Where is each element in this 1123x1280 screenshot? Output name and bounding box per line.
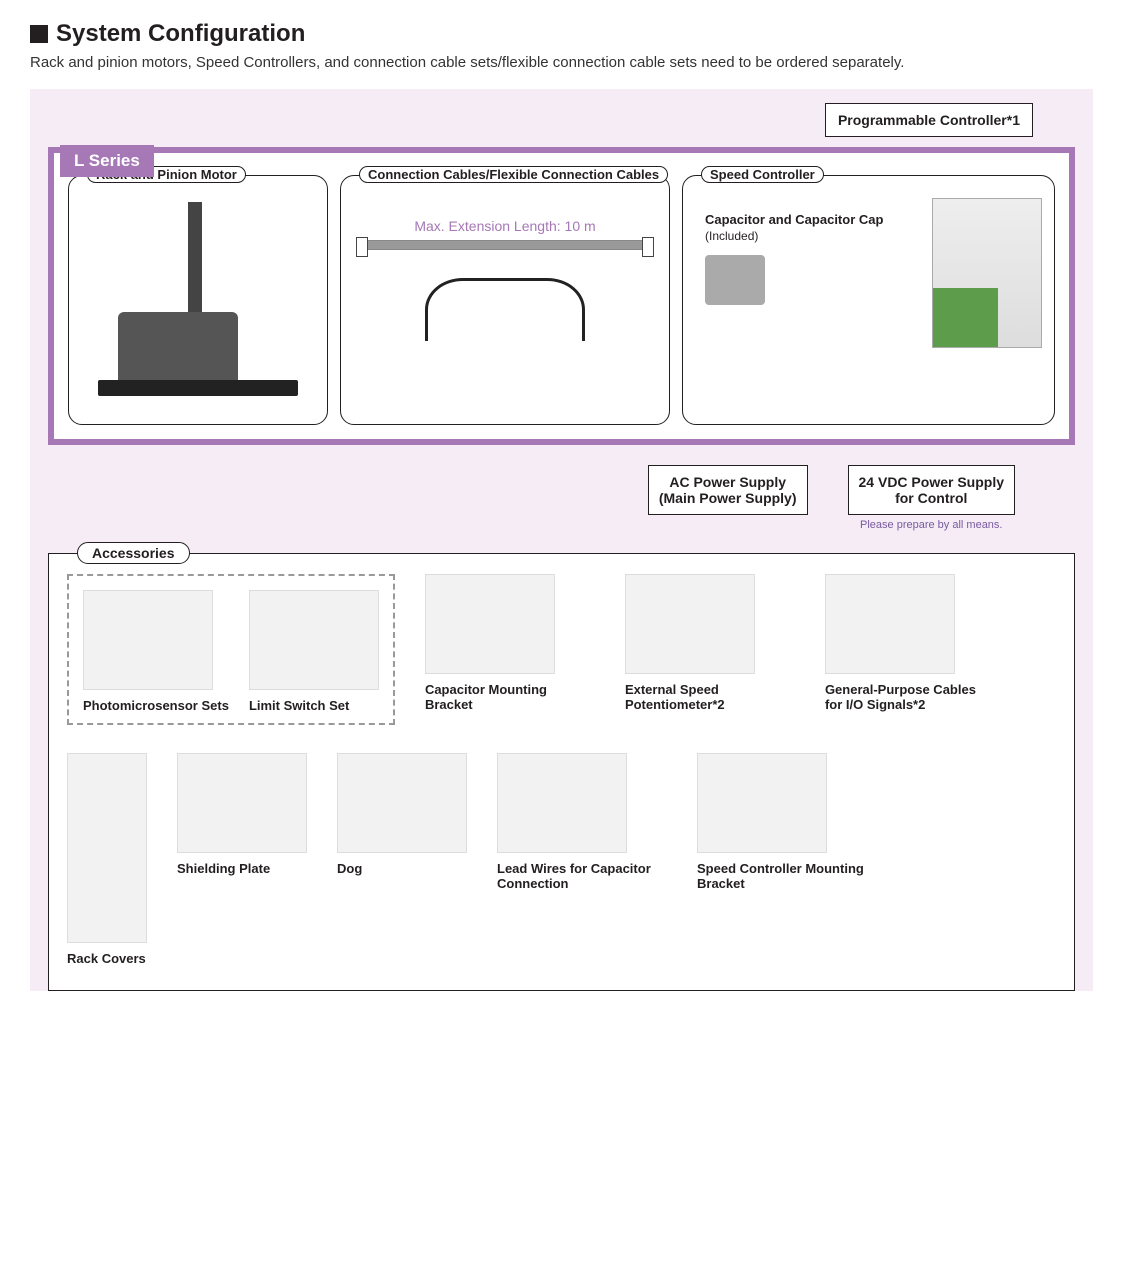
accessory-caption: Rack Covers xyxy=(67,951,146,966)
config-diagram: Programmable Controller*1 L Series Rack … xyxy=(30,89,1093,991)
dc-power-note: Please prepare by all means. xyxy=(848,519,1015,531)
dc-power-group: 24 VDC Power Supply for Control Please p… xyxy=(848,465,1015,531)
accessory-caption: Limit Switch Set xyxy=(249,698,349,713)
ac-line2: (Main Power Supply) xyxy=(659,490,797,506)
accessory-caption: Speed Controller Mounting Bracket xyxy=(697,861,867,891)
accessory-image xyxy=(83,590,213,690)
accessory-image xyxy=(625,574,755,674)
accessory-caption: General-Purpose Cables for I/O Signals*2 xyxy=(825,682,995,712)
accessory-item: Speed Controller Mounting Bracket xyxy=(697,753,867,891)
accessory-caption: External Speed Potentiometer*2 xyxy=(625,682,795,712)
accessory-image xyxy=(697,753,827,853)
dc-line2: for Control xyxy=(859,490,1004,506)
speed-controller-module: Speed Controller Capacitor and Capacitor… xyxy=(682,175,1055,425)
ac-line1: AC Power Supply xyxy=(659,474,797,490)
extension-length-text: Max. Extension Length: 10 m xyxy=(353,218,657,234)
accessory-item: General-Purpose Cables for I/O Signals*2 xyxy=(825,574,995,712)
page-title: System Configuration xyxy=(56,20,305,48)
rack-pinion-motor-module: Rack and Pinion Motor xyxy=(68,175,328,425)
subtitle: Rack and pinion motors, Speed Controller… xyxy=(30,54,1093,71)
dashed-group: Photomicrosensor Sets Limit Switch Set xyxy=(67,574,395,725)
module-label: Connection Cables/Flexible Connection Ca… xyxy=(359,166,668,183)
cable-illustration xyxy=(415,268,595,348)
accessory-caption: Photomicrosensor Sets xyxy=(83,698,229,713)
accessory-caption: Shielding Plate xyxy=(177,861,270,876)
accessories-row-1: Photomicrosensor Sets Limit Switch Set Ca… xyxy=(67,574,1056,725)
title-row: System Configuration xyxy=(30,20,1093,48)
series-badge: L Series xyxy=(60,145,154,177)
capacitor-title: Capacitor and Capacitor Cap xyxy=(705,212,922,227)
title-bullet-icon xyxy=(30,25,48,43)
accessory-caption: Lead Wires for Capacitor Connection xyxy=(497,861,667,891)
accessory-image xyxy=(67,753,147,943)
l-series-frame: Rack and Pinion Motor Connection Cables/… xyxy=(48,147,1075,445)
accessory-item: Dog xyxy=(337,753,467,876)
accessory-image xyxy=(825,574,955,674)
controller-illustration xyxy=(932,198,1042,348)
power-row: AC Power Supply (Main Power Supply) 24 V… xyxy=(48,445,1075,531)
accessory-item: Capacitor Mounting Bracket xyxy=(425,574,595,712)
accessories-label: Accessories xyxy=(77,542,190,564)
ac-power-box: AC Power Supply (Main Power Supply) xyxy=(648,465,808,515)
accessory-item: Rack Covers xyxy=(67,753,147,966)
accessory-caption: Dog xyxy=(337,861,362,876)
accessory-caption: Capacitor Mounting Bracket xyxy=(425,682,595,712)
accessory-image xyxy=(249,590,379,690)
accessories-row-2: Rack Covers Shielding Plate Dog Lead Wires … xyxy=(67,753,1056,966)
module-label: Speed Controller xyxy=(701,166,824,183)
accessory-image xyxy=(337,753,467,853)
accessory-item: Photomicrosensor Sets xyxy=(83,590,229,713)
accessory-image xyxy=(497,753,627,853)
accessory-item: Limit Switch Set xyxy=(249,590,379,713)
motor-illustration xyxy=(98,202,298,392)
dc-line1: 24 VDC Power Supply xyxy=(859,474,1004,490)
connection-cables-module: Connection Cables/Flexible Connection Ca… xyxy=(340,175,670,425)
capacitor-sub: (Included) xyxy=(705,229,922,243)
cable-bar-icon xyxy=(361,240,649,250)
programmable-controller-box: Programmable Controller*1 xyxy=(825,103,1033,137)
programmable-controller-label: Programmable Controller*1 xyxy=(838,112,1020,128)
dc-power-box: 24 VDC Power Supply for Control xyxy=(848,465,1015,515)
accessory-image xyxy=(425,574,555,674)
accessory-item: Lead Wires for Capacitor Connection xyxy=(497,753,667,891)
accessory-item: External Speed Potentiometer*2 xyxy=(625,574,795,712)
accessory-item: Shielding Plate xyxy=(177,753,307,876)
accessories-panel: Accessories Photomicrosensor SetsLimit S… xyxy=(48,553,1075,991)
accessory-image xyxy=(177,753,307,853)
ac-power-group: AC Power Supply (Main Power Supply) xyxy=(648,465,808,531)
capacitor-illustration xyxy=(705,255,765,305)
